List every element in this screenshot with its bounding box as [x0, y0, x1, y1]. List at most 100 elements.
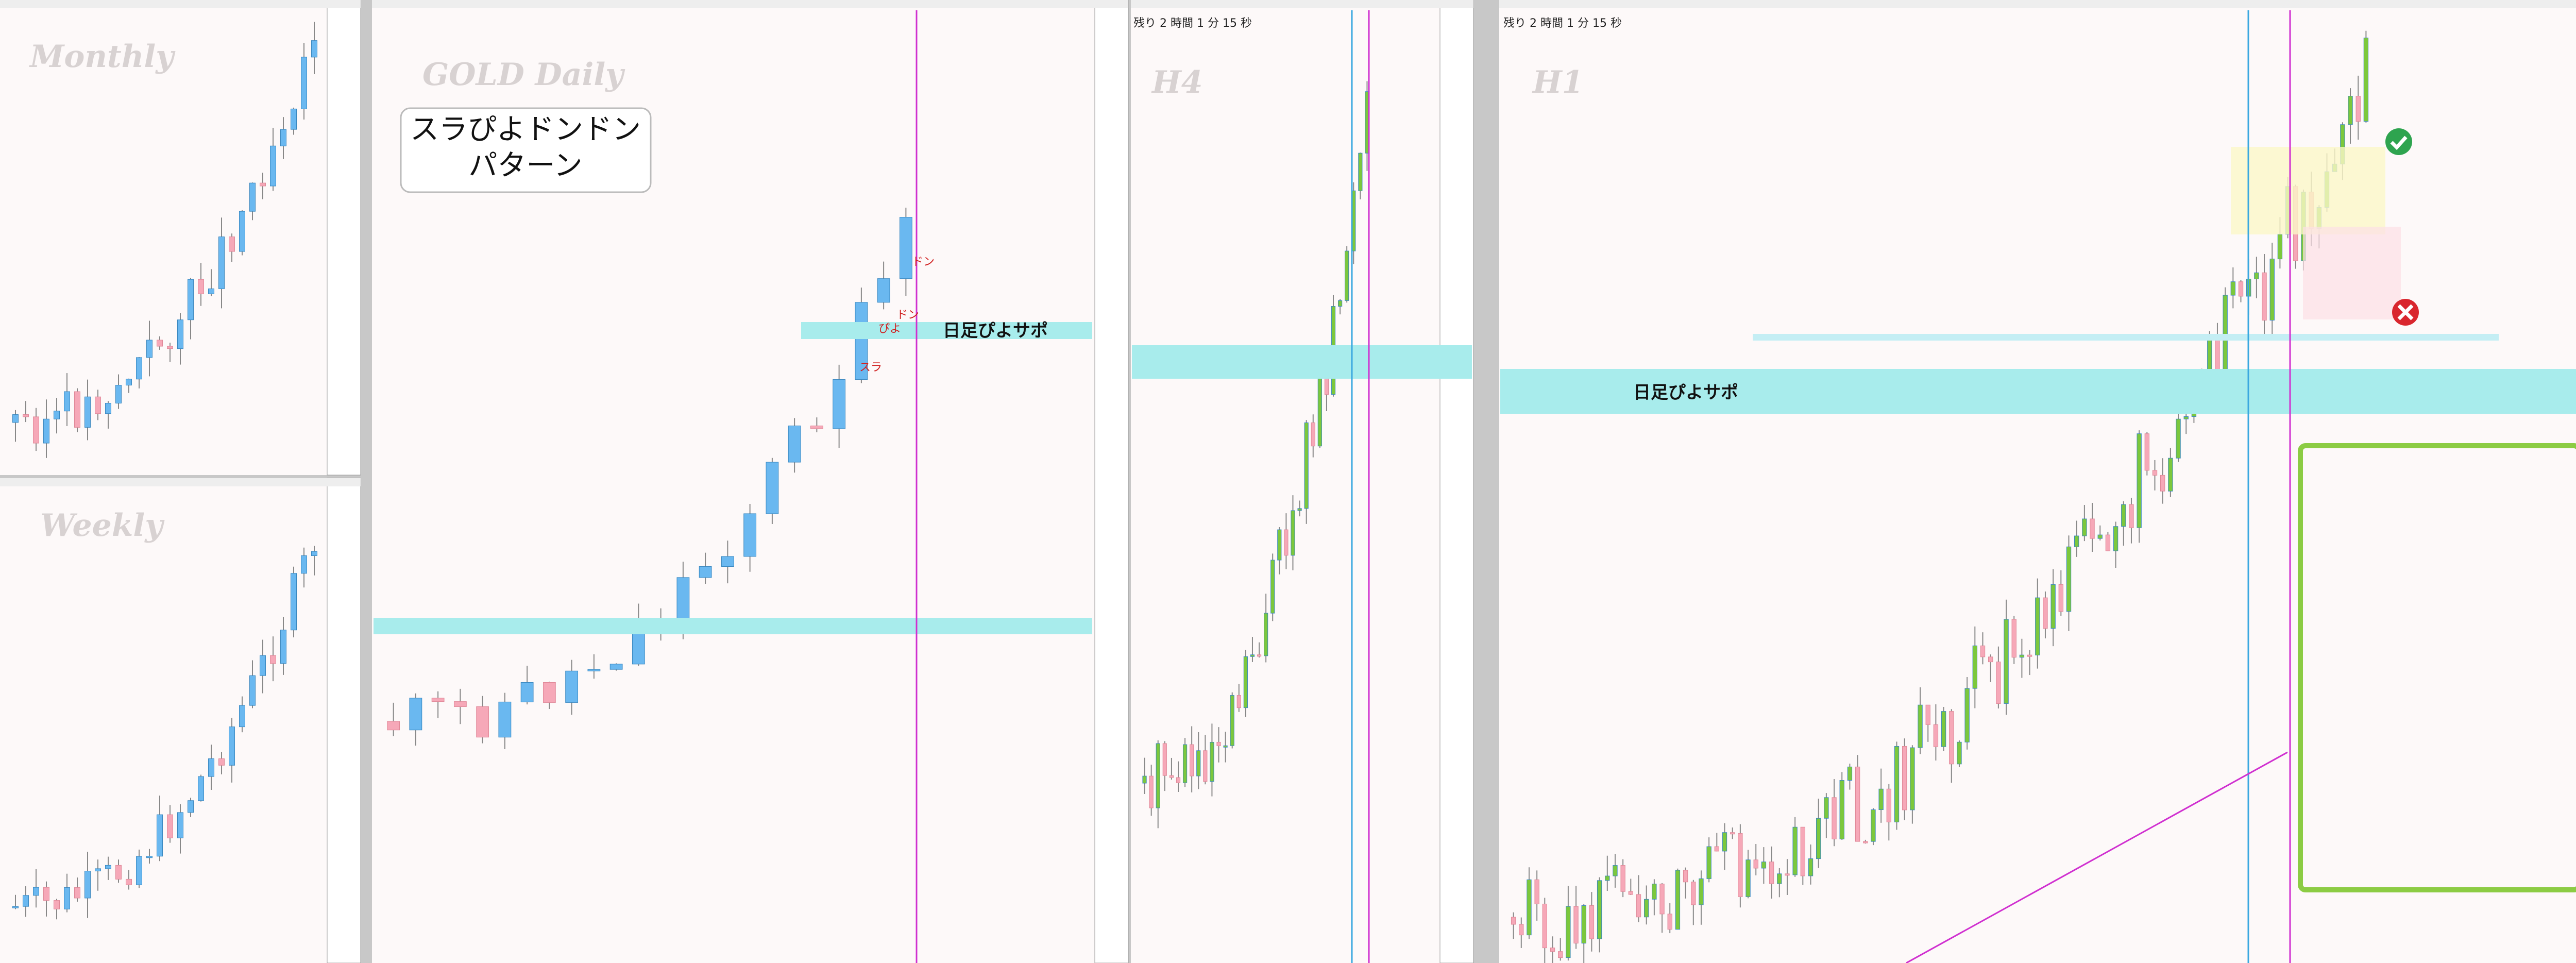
- candle: [54, 411, 60, 419]
- zone: [2303, 227, 2401, 319]
- candle: [1284, 529, 1289, 556]
- candle: [157, 814, 163, 857]
- price-axis: [327, 0, 361, 476]
- panel-header: [372, 0, 1128, 8]
- candle: [2129, 504, 2134, 528]
- candle: [2348, 96, 2353, 125]
- candle: [2137, 433, 2142, 528]
- candle: [1839, 780, 1844, 839]
- candle: [1573, 906, 1579, 944]
- cross-mark: [2397, 304, 2414, 320]
- candle: [1169, 775, 1174, 778]
- candle: [126, 878, 132, 885]
- candle: [1216, 741, 1221, 746]
- candle: [1902, 746, 1907, 810]
- candle: [855, 302, 868, 380]
- candle: [1745, 859, 1751, 897]
- candle: [95, 868, 101, 872]
- candle: [1659, 884, 1665, 915]
- support-band: [1132, 345, 1472, 379]
- candle: [12, 414, 19, 423]
- candle: [609, 664, 623, 670]
- candle: [1683, 870, 1688, 883]
- countdown: 残り 2 時間 1 分 15 秒: [1503, 17, 1622, 30]
- candle: [721, 556, 734, 567]
- candle: [1691, 882, 1696, 905]
- candle: [1550, 948, 1555, 952]
- candle: [1297, 508, 1302, 511]
- candle: [543, 682, 556, 703]
- pattern-mark: スラ: [859, 361, 882, 374]
- candle: [301, 555, 307, 574]
- candle: [453, 701, 467, 707]
- candle: [2254, 272, 2259, 279]
- candle: [810, 426, 823, 429]
- candle: [208, 288, 214, 294]
- candle: [1358, 153, 1363, 191]
- candle: [229, 727, 235, 766]
- candle: [1644, 899, 1649, 918]
- candle: [1203, 750, 1208, 782]
- inset-box: [2298, 443, 2576, 892]
- candle: [1250, 654, 1255, 657]
- price-axis: [1439, 0, 1474, 963]
- candle: [2144, 433, 2149, 471]
- candle: [1988, 656, 1993, 663]
- panel-header: [0, 0, 361, 8]
- candle: [1196, 750, 1201, 776]
- candle: [239, 211, 245, 252]
- candle: [188, 279, 194, 320]
- candle: [64, 391, 70, 412]
- candle: [1847, 766, 1853, 781]
- candle: [167, 814, 173, 838]
- candle: [311, 40, 317, 58]
- candle: [2043, 597, 2048, 629]
- candle: [229, 236, 235, 252]
- pattern-mark: ドン: [896, 309, 919, 322]
- candle: [565, 670, 579, 703]
- candle: [1808, 858, 1814, 876]
- candle: [1566, 906, 1571, 958]
- candle: [146, 856, 152, 858]
- candle: [1800, 826, 1805, 876]
- candle: [2058, 584, 2063, 612]
- price-axis: [1094, 0, 1129, 963]
- chart-panel: [1499, 0, 2576, 963]
- support-band: [1500, 369, 2576, 414]
- candle: [899, 217, 912, 279]
- candle: [1519, 924, 1524, 936]
- candle: [2152, 470, 2158, 476]
- candle: [1277, 529, 1282, 561]
- candle: [587, 669, 601, 671]
- candle: [2035, 597, 2040, 655]
- candle: [1878, 788, 1884, 810]
- candle: [1785, 873, 1790, 876]
- candle: [301, 57, 307, 109]
- candle: [218, 758, 225, 766]
- candle: [270, 145, 276, 187]
- candle: [2105, 534, 2111, 551]
- candle: [1886, 788, 1891, 822]
- check-icon: [2385, 128, 2412, 155]
- candle: [498, 701, 512, 738]
- zone: [2231, 147, 2385, 234]
- candle: [1620, 865, 1625, 892]
- candle: [167, 346, 173, 349]
- candle: [788, 426, 801, 463]
- panel-header: [1131, 0, 1473, 8]
- candle: [1270, 560, 1275, 614]
- candle: [1832, 797, 1837, 839]
- candle: [2050, 584, 2056, 629]
- candle: [136, 856, 142, 885]
- candle: [1613, 865, 1618, 876]
- candle: [260, 182, 266, 187]
- candle: [1996, 662, 2001, 704]
- candle: [1761, 861, 1767, 869]
- candle: [311, 551, 317, 556]
- check-mark: [2390, 136, 2408, 150]
- candle: [1738, 833, 1743, 897]
- candle: [270, 655, 276, 664]
- candle: [2090, 518, 2095, 539]
- support-line: [1753, 334, 2499, 341]
- panel-title: Monthly: [29, 39, 176, 75]
